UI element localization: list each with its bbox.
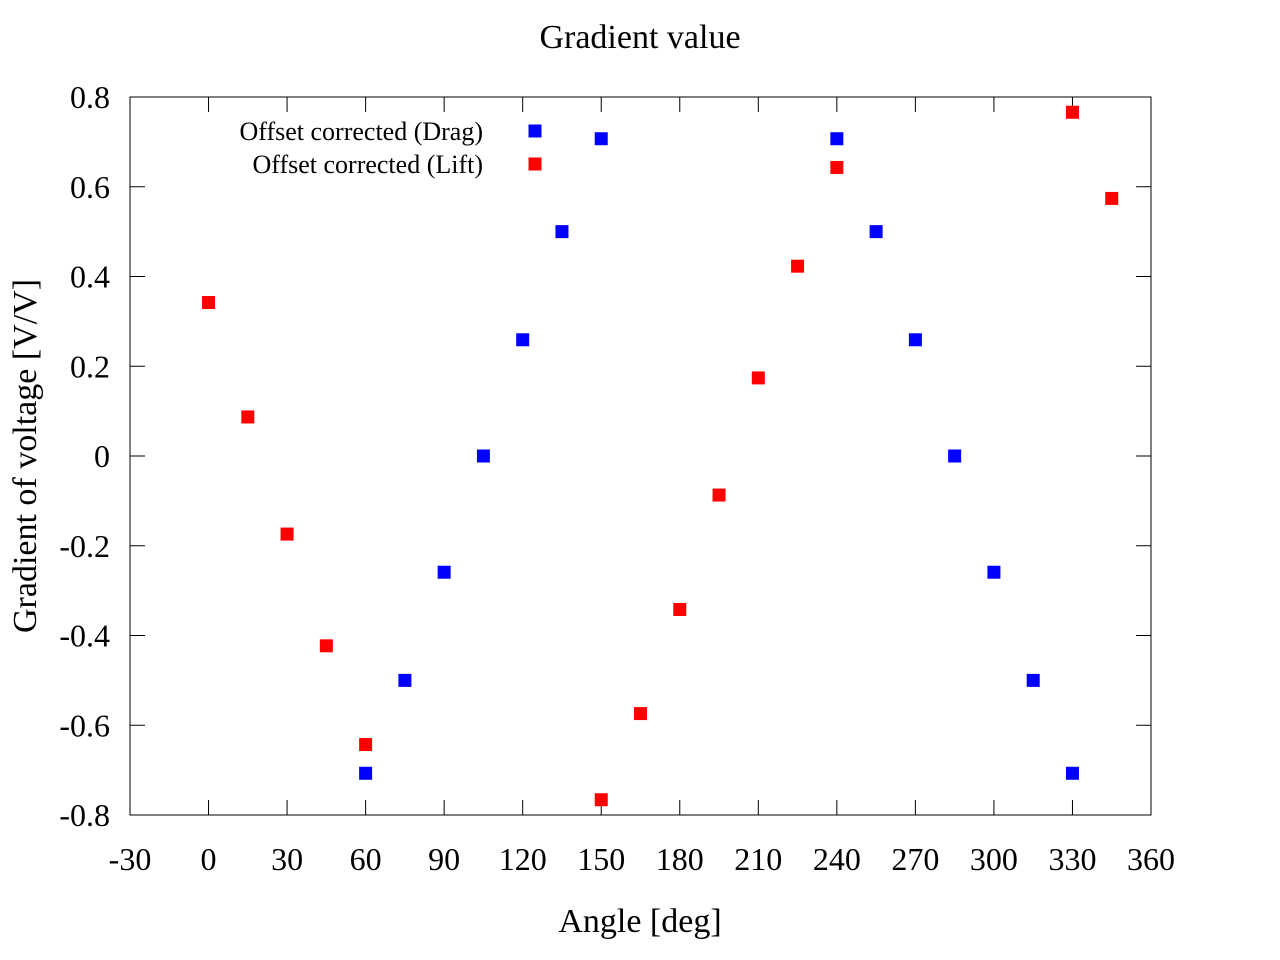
x-axis-title: Angle [deg]: [558, 903, 721, 940]
lift-data-point: [751, 371, 765, 385]
drag-data-point: [398, 673, 412, 687]
legend: Offset corrected (Drag) Offset corrected …: [240, 117, 542, 179]
x-tick-label: 120: [499, 841, 547, 877]
y-tick-label: -0.8: [59, 797, 110, 833]
drag-data-point: [476, 449, 490, 463]
drag-data-point: [359, 766, 373, 780]
y-tick-label: -0.6: [59, 707, 110, 743]
x-tick-label: 90: [428, 841, 460, 877]
drag-data-point: [948, 449, 962, 463]
drag-data-point: [830, 132, 844, 146]
legend-label-lift: Offset corrected (Lift): [252, 150, 483, 179]
lift-data-point: [634, 707, 647, 721]
y-tick-label: -0.4: [59, 618, 110, 654]
lift-data-point: [1105, 191, 1119, 205]
drag-data-point: [869, 225, 883, 239]
x-tick-label: 0: [201, 841, 217, 877]
lift-data-point: [319, 639, 333, 653]
x-tick-label: -30: [109, 841, 152, 877]
x-tick-label: 240: [813, 841, 861, 877]
axis-ticks: [129, 96, 1152, 816]
x-tick-label: 330: [1048, 841, 1096, 877]
x-tick-label: 60: [350, 841, 382, 877]
drag-data-point: [987, 565, 1001, 579]
lift-data-point: [673, 602, 687, 616]
data-points: [202, 105, 1119, 807]
legend-marker-lift: [528, 157, 542, 171]
y-tick-label: 0.6: [70, 169, 110, 205]
x-tick-label: 270: [891, 841, 939, 877]
drag-data-point: [594, 132, 608, 146]
lift-data-point: [280, 527, 294, 541]
drag-data-point: [437, 565, 451, 579]
chart-title: Gradient value: [539, 19, 740, 56]
legend-label-drag: Offset corrected (Drag): [240, 117, 484, 146]
lift-data-point: [202, 296, 216, 310]
x-tick-label: 300: [970, 841, 1018, 877]
x-tick-label: 30: [271, 841, 303, 877]
x-tick-label: 180: [656, 841, 704, 877]
lift-data-point: [359, 738, 373, 752]
x-tick-labels: -30 0 30 60 90 120 150 180 210 240 270 300 330 360: [109, 841, 1175, 877]
x-tick-label: 360: [1127, 841, 1175, 877]
y-tick-label: 0: [94, 438, 110, 474]
legend-marker-drag: [528, 124, 542, 138]
lift-data-point: [791, 259, 805, 273]
lift-data-point: [1065, 105, 1079, 119]
drag-data-point: [1065, 766, 1079, 780]
lift-data-point: [594, 793, 608, 807]
y-tick-labels: -0.8 -0.6 -0.4 -0.2 0 0.2 0.4 0.6 0.8: [59, 79, 110, 833]
x-tick-label: 210: [734, 841, 782, 877]
lift-data-point: [241, 410, 255, 424]
drag-data-point: [555, 225, 569, 239]
drag-data-point: [908, 333, 922, 347]
y-tick-label: 0.2: [70, 348, 110, 384]
y-tick-label: 0.4: [70, 259, 110, 295]
x-tick-label: 150: [577, 841, 625, 877]
drag-data-point: [516, 333, 530, 347]
y-tick-label: -0.2: [59, 528, 110, 564]
drag-data-point: [1026, 673, 1040, 687]
lift-data-point: [712, 488, 726, 502]
lift-data-point: [830, 160, 844, 174]
y-axis-title: Gradient of voltage [V/V]: [7, 279, 44, 633]
y-tick-label: 0.8: [70, 79, 110, 115]
